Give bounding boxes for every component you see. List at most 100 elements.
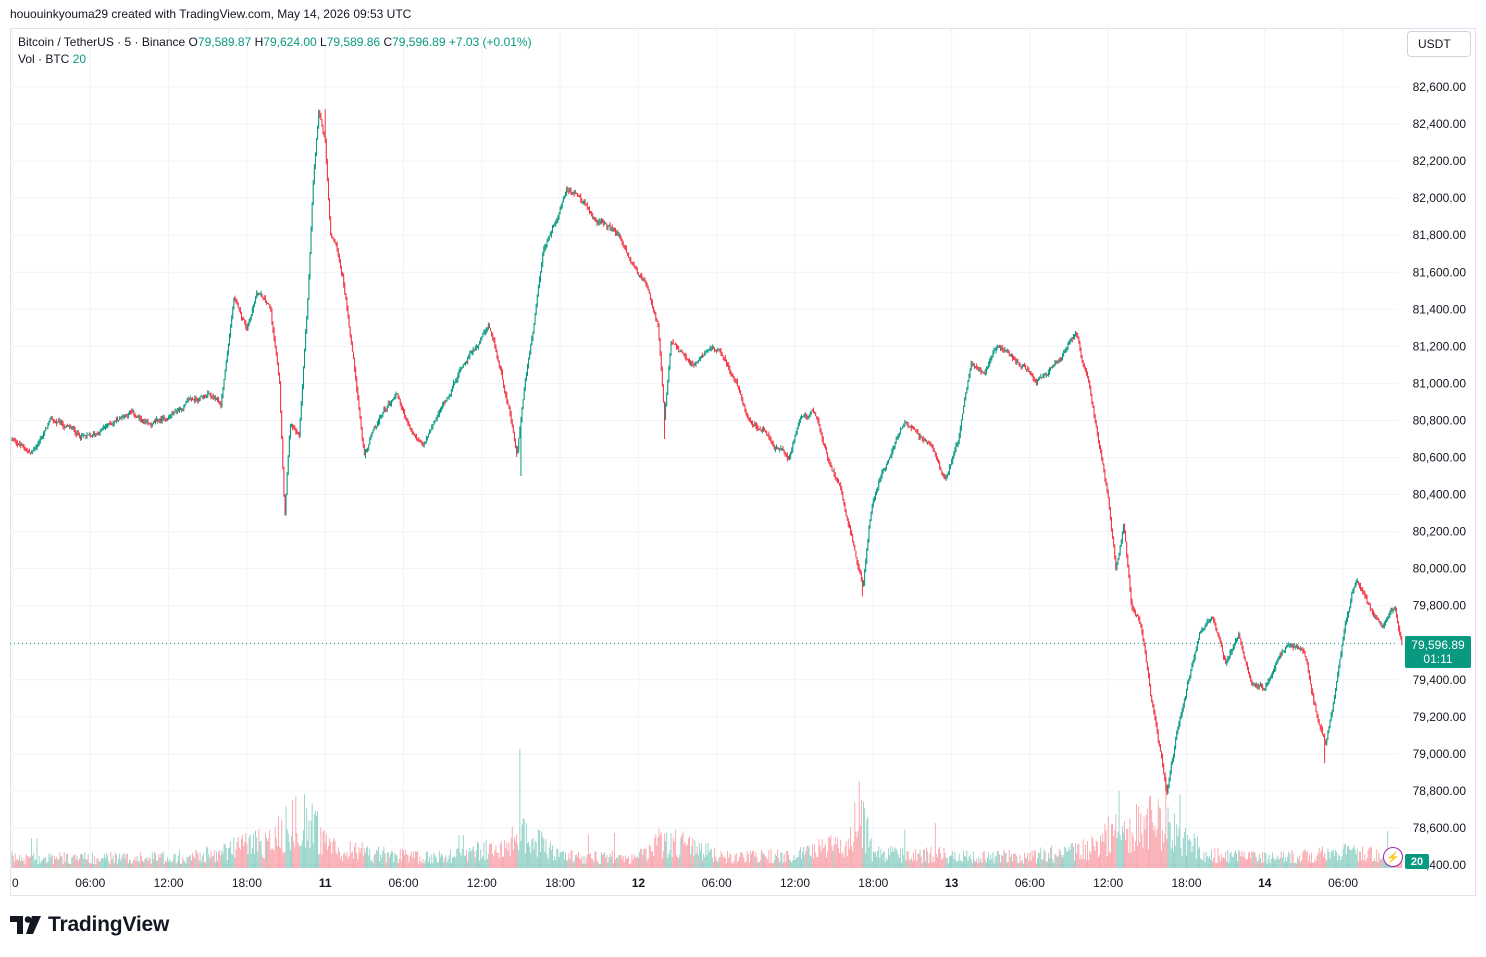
volume-bar bbox=[1326, 860, 1328, 868]
volume-bar bbox=[913, 851, 914, 868]
candle-body bbox=[1146, 662, 1148, 670]
volume-bar bbox=[380, 854, 382, 868]
volume-bar bbox=[758, 862, 760, 868]
tradingview-logo[interactable]: TradingView bbox=[10, 913, 169, 937]
volume-bar bbox=[1090, 853, 1092, 868]
volume-bar bbox=[724, 858, 726, 868]
candle-body bbox=[345, 293, 347, 300]
volume-bar bbox=[1295, 863, 1297, 868]
candle-body bbox=[72, 427, 74, 429]
volume-bar bbox=[952, 851, 954, 868]
volume-bar bbox=[919, 849, 921, 868]
candle-body bbox=[1185, 696, 1186, 701]
candle-body bbox=[220, 403, 222, 407]
candle-body bbox=[1058, 361, 1060, 362]
lightning-icon[interactable]: ⚡ bbox=[1383, 847, 1403, 867]
candle-body bbox=[1332, 703, 1334, 710]
time-axis[interactable]: 0 06:00 12:00 18:00 11 06:00 12:00 18:00 12 06:00… bbox=[12, 876, 1358, 890]
volume-bar bbox=[492, 853, 494, 868]
candle-body bbox=[1005, 350, 1007, 352]
volume-bar bbox=[335, 852, 337, 868]
volume-label[interactable]: Vol · BTC bbox=[18, 52, 70, 66]
volume-bar bbox=[888, 848, 889, 868]
volume-bar bbox=[971, 863, 973, 868]
volume-bar bbox=[695, 853, 697, 868]
candle-body bbox=[490, 328, 491, 332]
volume-bar bbox=[1145, 815, 1147, 868]
volume-bar bbox=[738, 860, 739, 868]
candle-body bbox=[293, 427, 295, 429]
symbol-label[interactable]: Bitcoin / TetherUS · 5 · Binance bbox=[18, 35, 186, 49]
volume-bar bbox=[524, 853, 526, 868]
volume-bar bbox=[1158, 807, 1160, 868]
candle-body bbox=[535, 304, 537, 315]
volume-bar bbox=[200, 861, 202, 868]
volume-bar bbox=[1214, 848, 1216, 868]
volume-bar bbox=[1052, 859, 1054, 868]
volume-bar bbox=[1039, 853, 1041, 868]
volume-bar bbox=[1097, 857, 1099, 868]
candle-body bbox=[1064, 349, 1066, 353]
volume-bar bbox=[854, 802, 856, 868]
volume-bar bbox=[370, 860, 372, 868]
candle-body bbox=[436, 417, 438, 420]
candle-body bbox=[1213, 616, 1215, 622]
candle-body bbox=[1243, 652, 1245, 658]
candle-body bbox=[1357, 580, 1359, 584]
volume-bar bbox=[1355, 854, 1357, 868]
volume-bar bbox=[843, 857, 845, 868]
volume-bar bbox=[646, 860, 648, 868]
candle-body bbox=[250, 314, 252, 320]
volume-bar bbox=[396, 855, 398, 868]
volume-bar bbox=[598, 864, 600, 868]
candle-body bbox=[944, 476, 946, 479]
candle-body bbox=[980, 370, 982, 373]
candle-body bbox=[404, 410, 405, 416]
volume-bar bbox=[1332, 850, 1334, 868]
volume-bar bbox=[276, 845, 278, 868]
volume-bar bbox=[349, 841, 351, 868]
candle-body bbox=[651, 299, 652, 302]
volume-bar bbox=[156, 860, 158, 868]
candle-body bbox=[1142, 631, 1144, 640]
volume-bar bbox=[256, 837, 258, 868]
volume-bar bbox=[1178, 828, 1180, 868]
currency-button[interactable]: USDT bbox=[1407, 31, 1471, 57]
volume-bar bbox=[803, 846, 805, 868]
candle-body bbox=[902, 427, 904, 429]
volume-bar bbox=[211, 856, 213, 868]
candle-body bbox=[347, 308, 349, 318]
candle-body bbox=[1275, 664, 1277, 669]
candle-body bbox=[1390, 610, 1392, 612]
candle-body bbox=[1384, 624, 1385, 626]
candle-body bbox=[966, 389, 968, 393]
volume-bar bbox=[1164, 833, 1166, 868]
volume-bar bbox=[1231, 856, 1233, 868]
volume-bar bbox=[218, 851, 220, 868]
volume-bar bbox=[1364, 854, 1366, 868]
candle-body bbox=[1176, 732, 1178, 740]
volume-bar bbox=[283, 853, 285, 868]
volume-bar bbox=[821, 839, 823, 868]
candle-body bbox=[325, 140, 327, 162]
volume-bar bbox=[1336, 851, 1338, 868]
candle-body bbox=[640, 275, 641, 276]
volume-bar bbox=[82, 854, 84, 868]
candle-body bbox=[1014, 358, 1016, 360]
candle-body bbox=[15, 440, 17, 444]
candle-body bbox=[169, 416, 171, 418]
volume-bar bbox=[1227, 849, 1229, 868]
chart-frame[interactable] bbox=[10, 28, 1476, 896]
candle-body bbox=[1011, 356, 1012, 358]
volume-bar bbox=[317, 811, 319, 868]
volume-bar bbox=[1293, 862, 1295, 868]
volume-bar bbox=[895, 848, 897, 868]
price-axis[interactable]: 82,600.0082,400.0082,200.0082,000.0081,8… bbox=[1413, 80, 1467, 872]
candle-body bbox=[287, 455, 289, 474]
volume-bar bbox=[182, 857, 184, 868]
volume-bar bbox=[453, 857, 454, 868]
volume-bar bbox=[64, 861, 66, 868]
volume-bar bbox=[1349, 849, 1351, 868]
candle-body bbox=[64, 426, 66, 428]
